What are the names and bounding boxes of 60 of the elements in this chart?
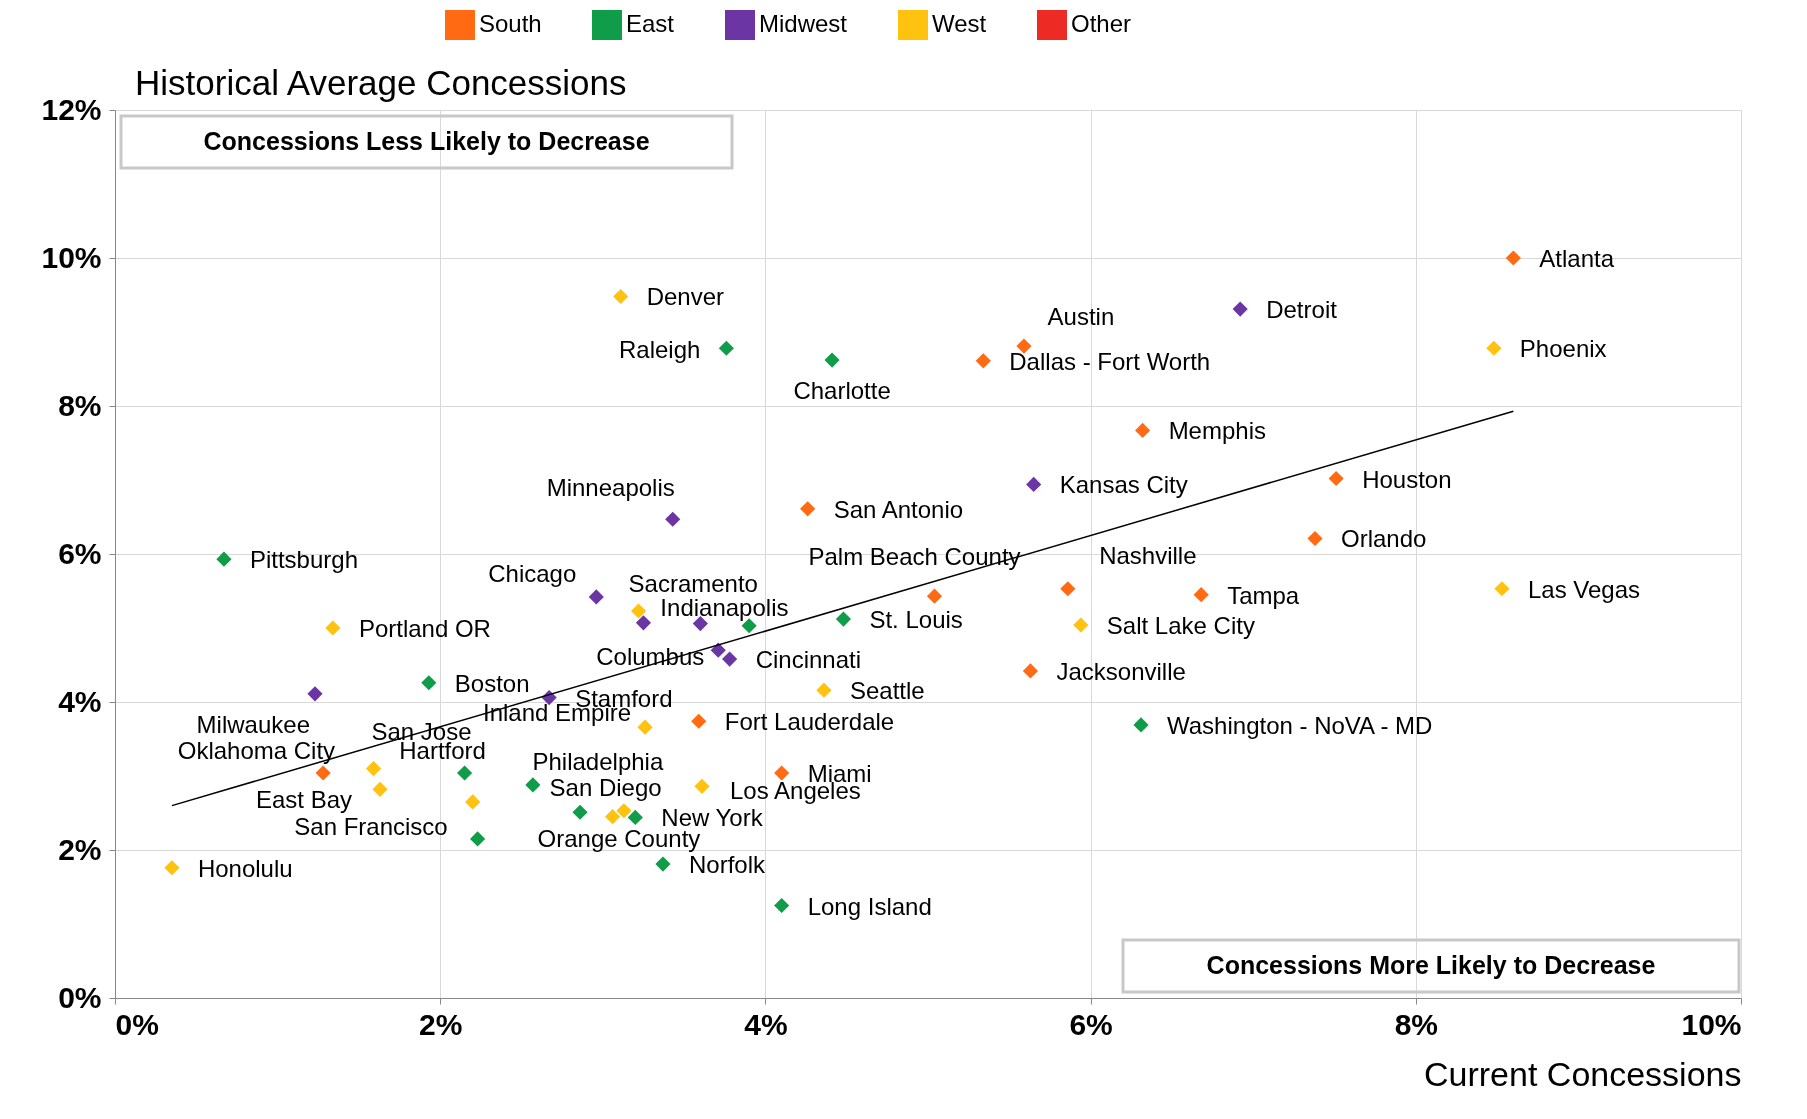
legend-label: Other [1071,10,1132,37]
y-tick-label: 6% [58,536,102,570]
x-tick-label: 10% [1681,1007,1742,1041]
data-label: Fort Lauderdale [724,708,895,736]
x-axis-title: Current Concessions [1424,1054,1742,1093]
annotation: Concessions Less Likely to Decrease [203,127,650,155]
annotation: Concessions More Likely to Decrease [1206,951,1656,979]
data-label: St. Louis [869,606,963,634]
data-label: Oklahoma City [177,737,336,765]
legend-label: East [626,10,675,37]
data-label: Kansas City [1059,471,1188,499]
x-tick-label: 6% [1069,1007,1113,1041]
data-label: Chicago [488,559,577,587]
data-label: Phoenix [1519,335,1607,363]
data-label: Memphis [1168,417,1266,445]
data-label: New York [661,804,764,832]
chart-title: Historical Average Concessions [135,63,627,102]
data-label: Honolulu [197,854,293,882]
data-label: Portland OR [358,615,491,642]
legend-label: South [479,10,542,37]
data-label: Denver [646,283,725,311]
data-label: Dallas - Fort Worth [1009,347,1211,375]
x-tick-label: 2% [419,1007,463,1041]
data-label: Minneapolis [546,474,675,502]
data-label: Orlando [1340,525,1427,553]
data-label: Seattle [849,677,925,705]
data-label: Jacksonville [1056,657,1186,685]
data-label: East Bay [255,786,353,814]
data-label: Tampa [1227,581,1300,609]
data-label: Norfolk [688,851,766,879]
data-label: Salt Lake City [1106,612,1255,640]
data-label: Detroit [1266,296,1338,324]
data-label: Washington - NoVA - MD [1167,711,1433,739]
data-label: Raleigh [618,336,701,364]
y-tick-label: 2% [58,832,102,866]
data-label: Milwaukee [196,710,310,738]
data-label: Philadelphia [532,747,664,775]
data-label: Atlanta [1539,245,1615,272]
data-label: Las Vegas [1527,575,1641,603]
data-label: Palm Beach County [808,543,1021,571]
data-label: Pittsburgh [249,546,358,574]
x-tick-label: 4% [744,1007,788,1041]
x-tick-label: 8% [1394,1007,1438,1041]
y-tick-label: 10% [41,240,102,274]
data-label: Nashville [1099,541,1197,569]
x-tick-label: 0% [115,1007,159,1041]
data-label: San Antonio [833,495,964,523]
data-label: Austin [1047,303,1115,331]
data-label: San Francisco [294,812,448,840]
data-label: Houston [1362,465,1452,493]
data-label: Charlotte [793,377,891,405]
data-label: Boston [454,669,530,697]
y-tick-label: 4% [58,684,102,718]
data-label: Long Island [807,892,932,920]
legend-label: Midwest [759,10,848,37]
y-tick-label: 8% [58,388,102,422]
data-label: Cincinnati [755,646,862,674]
legend-label: West [932,10,987,37]
y-tick-label: 0% [58,980,102,1014]
y-tick-label: 12% [41,92,102,126]
